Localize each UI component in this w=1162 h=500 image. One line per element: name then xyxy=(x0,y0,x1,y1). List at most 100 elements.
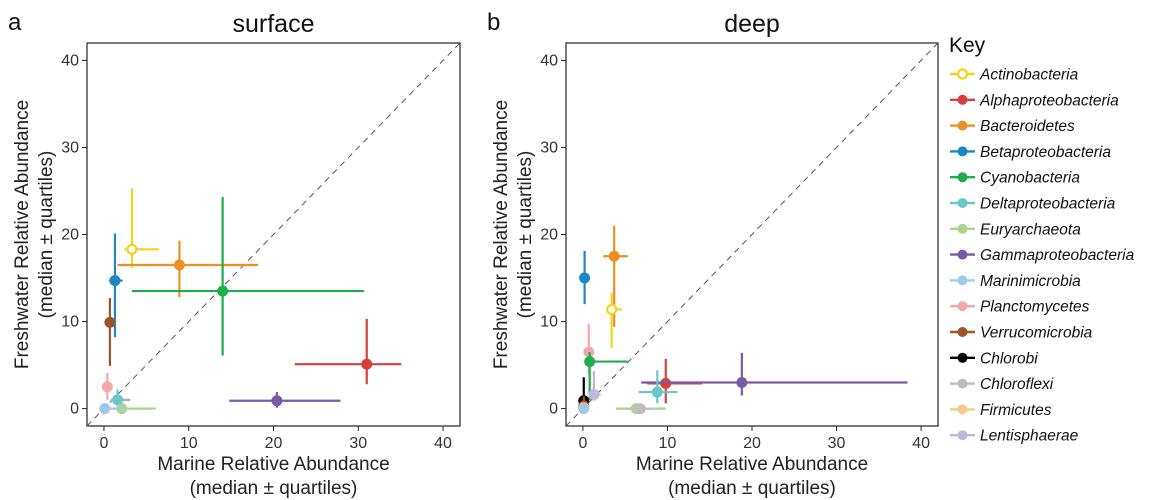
data-point-bacteroidetes xyxy=(608,250,620,262)
data-point-cyanobacteria xyxy=(584,356,596,368)
key-label: Chloroflexi xyxy=(980,376,1054,393)
key-item-marinimicrobia: Marinimicrobia xyxy=(950,273,1081,290)
diagonal-reference-line xyxy=(86,42,461,427)
key-item-deltaproteobacteria: Deltaproteobacteria xyxy=(950,196,1116,213)
data-point-group-gammaproteobacteria xyxy=(229,392,341,408)
chart-title: deep xyxy=(724,10,780,38)
key-label: Verrucomicrobia xyxy=(980,325,1093,342)
key-item-verrucomicrobia: Verrucomicrobia xyxy=(950,325,1093,342)
key-label: Lentisphaerae xyxy=(980,428,1079,445)
key-swatch-marker xyxy=(957,172,968,183)
y-tick-label: 40 xyxy=(540,52,558,69)
data-point-group-planctomycetes xyxy=(101,372,113,400)
key-swatch-marker xyxy=(957,223,968,234)
data-point-alphaproteobacteria xyxy=(361,358,373,370)
key-label: Euryarchaeota xyxy=(980,221,1081,238)
key-item-actinobacteria: Actinobacteria xyxy=(950,67,1079,84)
panel-b: b deep 0 10 20 30 40 0 10 20 30 40 Marine Relative A… xyxy=(487,9,939,499)
key-item-euryarchaeota: Euryarchaeota xyxy=(950,221,1081,238)
x-axis-label-sub: (median ± quartiles) xyxy=(190,478,358,499)
key-swatch-marker xyxy=(957,404,968,415)
key-label: Alphaproteobacteria xyxy=(979,92,1119,109)
key-title: Key xyxy=(949,34,986,57)
key-legend: Key Actinobacteria Alphaproteobacteria Bact… xyxy=(949,34,1135,445)
key-item-planctomycetes: Planctomycetes xyxy=(950,299,1090,316)
data-point-cyanobacteria xyxy=(217,285,229,297)
data-point-group-lentisphaerae xyxy=(588,371,601,401)
data-point-group-gammaproteobacteria xyxy=(641,352,908,396)
x-axis-label: Marine Relative Abundance xyxy=(636,454,868,475)
panel-letter: a xyxy=(8,9,22,36)
data-point-gammaproteobacteria xyxy=(271,395,283,407)
key-swatch-marker xyxy=(957,146,968,157)
data-point-planctomycetes xyxy=(101,381,113,393)
data-point-group-deltaproteobacteria xyxy=(638,370,678,404)
key-swatch-marker xyxy=(957,430,968,441)
key-swatch-marker xyxy=(957,301,968,312)
data-point-group-marinimicrobia xyxy=(99,403,126,415)
data-point-actinobacteria xyxy=(606,303,618,315)
data-point-deltaproteobacteria xyxy=(112,394,124,406)
key-item-gammaproteobacteria: Gammaproteobacteria xyxy=(950,247,1135,264)
data-point-group-alphaproteobacteria xyxy=(294,318,402,385)
y-tick-label: 10 xyxy=(61,314,79,331)
chart-title: surface xyxy=(233,10,315,38)
data-point-group-chloroflexi xyxy=(625,403,653,415)
key-item-firmicutes: Firmicutes xyxy=(950,402,1052,419)
data-point-group-deltaproteobacteria xyxy=(110,389,131,406)
key-swatch-marker xyxy=(957,120,968,131)
key-swatch-marker xyxy=(957,198,968,208)
key-label: Chlorobi xyxy=(980,350,1038,367)
key-label: Actinobacteria xyxy=(979,67,1079,84)
key-label: Betaproteobacteria xyxy=(980,144,1111,161)
data-point-actinobacteria xyxy=(126,243,138,255)
y-tick-label: 20 xyxy=(61,227,79,244)
y-tick-label: 20 xyxy=(540,227,558,244)
data-point-group-marinimicrobia xyxy=(578,403,590,415)
key-label: Bacteroidetes xyxy=(980,118,1075,135)
data-point-group-betaproteobacteria xyxy=(109,233,123,338)
key-label: Gammaproteobacteria xyxy=(980,247,1135,264)
key-item-lentisphaerae: Lentisphaerae xyxy=(950,428,1079,445)
x-tick-label: 10 xyxy=(659,435,677,452)
panel-letter: b xyxy=(487,9,500,36)
key-swatch-marker xyxy=(957,275,968,286)
x-tick-label: 30 xyxy=(349,435,367,452)
key-swatch-marker xyxy=(957,378,968,389)
data-point-gammaproteobacteria xyxy=(736,376,748,388)
y-tick-label: 0 xyxy=(549,401,558,418)
data-point-deltaproteobacteria xyxy=(651,386,663,398)
data-point-group-verrucomicrobia xyxy=(104,298,116,366)
data-point-group-bacteroidetes xyxy=(117,240,259,298)
key-item-chloroflexi: Chloroflexi xyxy=(950,376,1054,393)
x-tick-label: 0 xyxy=(578,435,587,452)
diagonal-reference-line xyxy=(565,42,939,427)
key-item-chlorobi: Chlorobi xyxy=(950,350,1038,367)
y-axis-label: Freshwater Relative Abundance xyxy=(491,100,512,369)
data-point-bacteroidetes xyxy=(173,259,185,271)
y-tick-label: 30 xyxy=(61,139,79,156)
key-swatch-marker xyxy=(957,94,968,105)
key-swatch-marker xyxy=(957,249,968,260)
data-point-group-betaproteobacteria xyxy=(579,251,591,305)
key-swatch-marker xyxy=(957,327,968,337)
x-tick-label: 10 xyxy=(180,435,198,452)
data-point-lentisphaerae xyxy=(588,389,600,401)
key-label: Marinimicrobia xyxy=(980,273,1081,290)
key-label: Firmicutes xyxy=(980,402,1052,419)
data-point-verrucomicrobia xyxy=(104,316,116,328)
y-axis-label-sub: (median ± quartiles) xyxy=(515,151,536,319)
data-point-group-actinobacteria xyxy=(124,188,160,268)
y-tick-label: 40 xyxy=(61,52,79,69)
data-point-betaproteobacteria xyxy=(109,275,121,287)
data-point-marinimicrobia xyxy=(99,403,111,415)
y-tick-label: 30 xyxy=(540,139,558,156)
data-point-group-actinobacteria xyxy=(606,292,622,348)
key-item-alphaproteobacteria: Alphaproteobacteria xyxy=(950,92,1119,109)
key-swatch-marker xyxy=(956,68,969,80)
panel-a: a surface 0 10 20 30 40 0 10 20 30 40 Marine Relativ… xyxy=(8,9,461,499)
y-axis-label-sub: (median ± quartiles) xyxy=(36,151,57,319)
data-point-betaproteobacteria xyxy=(579,272,591,284)
x-tick-label: 20 xyxy=(743,435,761,452)
key-item-bacteroidetes: Bacteroidetes xyxy=(950,118,1075,135)
